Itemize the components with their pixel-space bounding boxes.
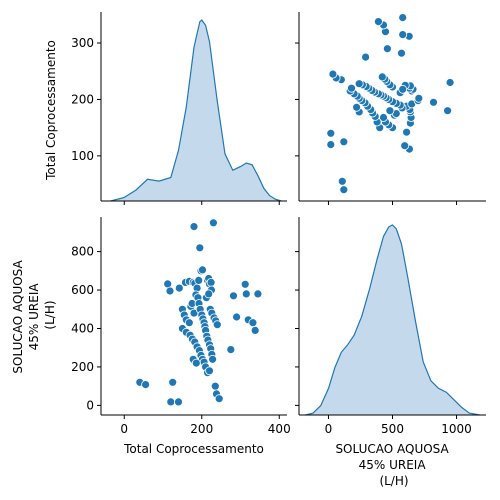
scatter-21-xtick-label: 200: [190, 422, 213, 436]
y-axis-label-var1: Total Coprocessamento: [44, 40, 58, 181]
scatter-21-ytick-label: 0: [86, 398, 94, 412]
scatter-12-point: [400, 141, 410, 151]
panel-diag-var2: 0 500 1000: [295, 217, 486, 436]
y-axis-label-var2-line-3: (L/H): [43, 300, 57, 329]
scatter-12-point: [414, 93, 424, 103]
scatter-21-point: [184, 318, 194, 328]
x-axis-label-var2-line-1: SOLUCAO AQUOSA: [335, 442, 449, 456]
scatter-12-point: [361, 52, 371, 62]
scatter-12-point: [326, 140, 336, 150]
diag-var1-kde-fill: [110, 20, 282, 201]
scatter-12-point: [339, 137, 349, 147]
scatter-21-point: [212, 320, 222, 330]
panel-scatter-var2-vs-var1: [295, 12, 486, 205]
panel-scatter-var1-vs-var2: 0 200 400 600 800 0 200 400: [71, 217, 291, 436]
scatter-21-point: [210, 381, 220, 391]
scatter-21-point: [232, 312, 242, 322]
scatter-21-point: [205, 366, 214, 376]
scatter-12-point: [385, 106, 395, 116]
scatter-12-point: [429, 97, 438, 107]
scatter-21-point: [248, 318, 258, 328]
scatter-12-point: [339, 185, 349, 195]
scatter-12-point: [337, 176, 347, 186]
scatter-12-point: [328, 69, 338, 79]
scatter-12-point: [398, 30, 408, 39]
scatter-21-point: [241, 289, 251, 299]
scatter-12-point: [382, 44, 392, 54]
scatter-12-point: [379, 113, 388, 122]
scatter-21-point: [141, 380, 151, 390]
scatter-12-point: [398, 13, 408, 23]
scatter-12-point: [398, 84, 408, 94]
scatter-21-point: [191, 358, 201, 368]
scatter-12-point: [354, 79, 364, 89]
scatter-21-point: [206, 277, 216, 287]
scatter-12-point: [373, 17, 383, 27]
axis-labels: Total Coprocessamento SOLUCAO AQUOSA 45%…: [11, 40, 452, 488]
scatter-21-point: [194, 275, 204, 285]
scatter-21-point: [189, 222, 199, 232]
scatter-12-point: [445, 78, 455, 87]
scatter-12-point: [402, 127, 412, 137]
y-axis-label-var2-line-2: 45% UREIA: [27, 283, 41, 351]
scatter-21-point: [165, 286, 175, 296]
scatter-21-point: [240, 279, 250, 289]
scatter-12-point: [347, 83, 356, 93]
y-axis-label-var2-line-1: SOLUCAO AQUOSA: [11, 259, 25, 373]
scatter-21-ytick-label: 400: [71, 321, 94, 335]
diag-var2-xtick-label: 0: [325, 422, 333, 436]
scatter-21-point: [229, 291, 238, 301]
scatter-21-point: [174, 397, 183, 407]
diag-var1-kde-line: [110, 19, 282, 202]
x-axis-label-var2-line-3: (L/H): [379, 474, 408, 488]
scatter-12-point: [377, 72, 387, 82]
scatter-21-ytick-label: 600: [71, 283, 94, 297]
x-axis-label-var1-line: Total Coprocessamento: [123, 442, 264, 456]
scatter-12-point: [352, 102, 362, 112]
scatter-21-point: [168, 377, 178, 387]
scatter-12-point: [326, 128, 336, 138]
scatter-21-xtick-label: 0: [120, 422, 128, 436]
scatter-21-point: [226, 345, 236, 355]
scatter-21-point: [214, 394, 224, 404]
x-axis-label-var2: SOLUCAO AQUOSA 45% UREIA (L/H): [335, 442, 452, 488]
diag-var1-ytick-label: 100: [71, 149, 94, 163]
scatter-21-point: [253, 289, 263, 299]
scatter-21-point: [166, 397, 176, 407]
diag-var1-ytick-label: 200: [71, 92, 94, 106]
diag-var1-ytick-label: 300: [71, 36, 94, 50]
panel-diag-var1: 100 200 300: [71, 12, 287, 205]
scatter-12-point: [443, 106, 453, 116]
y-axis-label-var1-line: Total Coprocessamento: [44, 40, 58, 181]
scatter-21-point: [204, 289, 214, 299]
scatter-21-ytick-label: 200: [71, 360, 94, 374]
scatter-21-point: [250, 325, 260, 335]
x-axis-label-var1: Total Coprocessamento: [123, 442, 264, 456]
scatter-21-point: [198, 265, 207, 275]
scatter-21-point: [208, 218, 218, 228]
scatter-21-point: [174, 283, 184, 293]
scatter-21-xtick-label: 400: [268, 422, 291, 436]
scatter-12-point: [397, 48, 406, 58]
diag-var2-xtick-label: 1000: [441, 422, 472, 436]
diag-var2-kde-fill: [305, 225, 480, 415]
x-axis-label-var2-line-2: 45% UREIA: [359, 458, 427, 472]
scatter-21-ytick-label: 800: [71, 245, 94, 259]
y-axis-label-var2: SOLUCAO AQUOSA 45% UREIA (L/H): [11, 256, 57, 373]
scatter-21-point: [195, 243, 205, 253]
scatter-21-point: [208, 354, 218, 364]
diag-var2-xtick-label: 500: [381, 422, 404, 436]
diag-var2-kde-line: [305, 224, 480, 416]
